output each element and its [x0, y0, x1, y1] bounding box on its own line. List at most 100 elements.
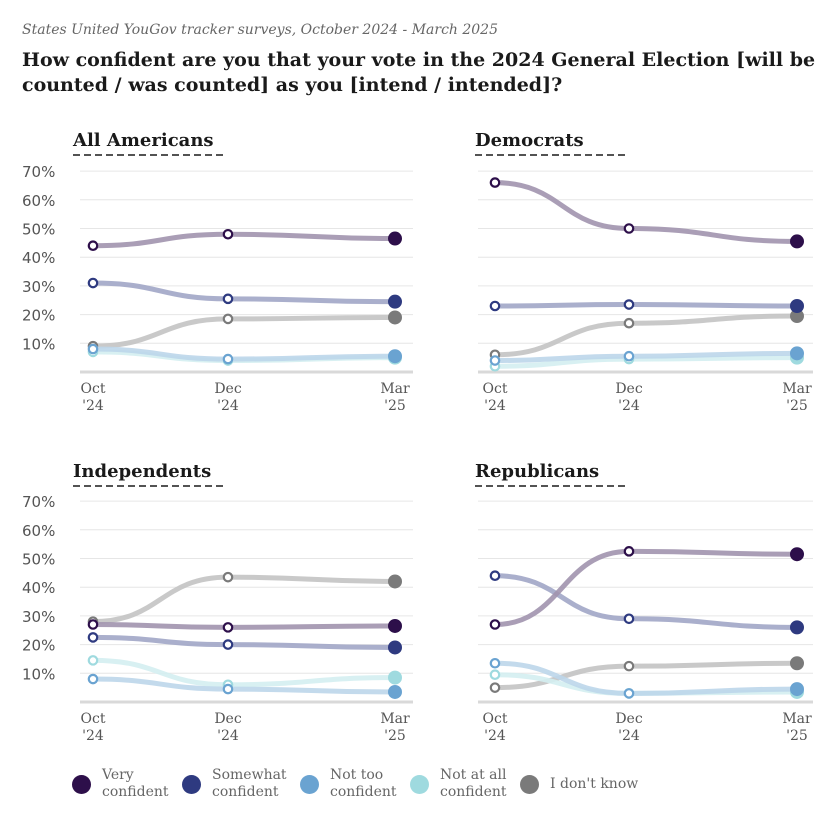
data-point-not-too-confident: [623, 688, 635, 699]
series-line-somewhat-confident: [492, 302, 800, 309]
x-tick-label-year: '24: [484, 728, 506, 744]
x-tick-label: Oct: [483, 381, 508, 397]
data-point-not-at-all-confident: [87, 655, 99, 666]
data-point-dont-know: [623, 660, 635, 672]
y-tick-label: 10%: [22, 335, 55, 353]
data-point-not-too-confident: [388, 684, 402, 699]
legend-swatch: [520, 775, 539, 794]
legend-label: Not at all confident: [440, 767, 507, 800]
y-tick-label: 50%: [22, 551, 55, 569]
panel-independents: Independents10%20%30%40%50%60%70%Oct'24D…: [22, 461, 413, 744]
panel-title: Republicans: [475, 461, 599, 482]
series-line-very-confident: [90, 622, 398, 630]
data-point-not-at-all-confident: [388, 670, 402, 685]
data-point-very-confident: [790, 547, 804, 562]
data-point-somewhat-confident: [87, 632, 99, 643]
y-tick-label: 40%: [22, 579, 55, 597]
series-line-dont-know: [492, 313, 800, 358]
data-point-not-too-confident: [388, 349, 402, 364]
x-tick-label: Mar: [380, 711, 410, 727]
y-tick-label: 40%: [22, 249, 55, 267]
series-line-dont-know: [90, 574, 398, 625]
legend-swatch: [182, 775, 201, 794]
y-tick-label: 30%: [22, 278, 55, 296]
legend-label: I don't know: [550, 776, 639, 792]
data-point-very-confident: [388, 231, 402, 246]
data-point-very-confident: [87, 619, 99, 630]
data-point-not-too-confident: [790, 346, 804, 361]
x-tick-label: Mar: [782, 711, 812, 727]
y-tick-label: 30%: [22, 608, 55, 626]
x-tick-label-year: '24: [618, 398, 640, 414]
data-point-very-confident: [388, 618, 402, 633]
y-tick-label: 60%: [22, 192, 55, 210]
x-tick-label-year: '25: [786, 728, 808, 744]
series-line-very-confident: [492, 180, 800, 244]
x-tick-label-year: '25: [786, 398, 808, 414]
data-point-somewhat-confident: [222, 293, 234, 305]
data-point-not-too-confident: [790, 682, 804, 697]
data-point-very-confident: [623, 223, 635, 234]
data-point-somewhat-confident: [790, 298, 804, 313]
legend-label: Very confident: [102, 767, 169, 800]
x-tick-label-year: '24: [217, 398, 239, 414]
data-point-somewhat-confident: [489, 300, 501, 312]
legend-label: Not too confident: [330, 767, 397, 800]
x-tick-label-year: '24: [484, 398, 506, 414]
data-point-somewhat-confident: [388, 294, 402, 309]
series-line-dont-know: [90, 314, 398, 349]
legend-swatch: [300, 775, 319, 794]
data-point-dont-know: [388, 574, 402, 589]
data-point-very-confident: [489, 619, 501, 630]
y-tick-label: 70%: [22, 163, 55, 181]
y-tick-label: 20%: [22, 637, 55, 655]
data-point-dont-know: [388, 310, 402, 325]
x-tick-label: Mar: [782, 381, 812, 397]
data-point-very-confident: [222, 622, 234, 633]
x-tick-label-year: '24: [82, 728, 104, 744]
data-point-very-confident: [222, 228, 234, 240]
data-point-not-too-confident: [623, 350, 635, 362]
series-line-somewhat-confident: [90, 634, 398, 650]
data-point-dont-know: [489, 682, 501, 693]
data-point-dont-know: [222, 313, 234, 325]
data-point-not-too-confident: [87, 673, 99, 685]
legend-swatch: [72, 775, 91, 794]
series-line-dont-know: [492, 660, 800, 691]
chart-subtitle: States United YouGov tracker surveys, Oc…: [22, 22, 498, 38]
data-point-not-at-all-confident: [489, 669, 501, 681]
y-tick-label: 10%: [22, 665, 55, 683]
data-point-not-too-confident: [489, 657, 501, 669]
data-point-very-confident: [790, 234, 804, 249]
legend-label: Somewhat confident: [212, 767, 287, 800]
y-tick-label: 60%: [22, 522, 55, 540]
x-tick-label-year: '24: [82, 398, 104, 414]
x-tick-label: Oct: [483, 711, 508, 727]
x-tick-label: Dec: [214, 381, 242, 397]
data-point-not-too-confident: [222, 353, 234, 365]
data-point-dont-know: [790, 656, 804, 671]
x-tick-label: Dec: [214, 711, 242, 727]
data-point-somewhat-confident: [790, 620, 804, 635]
y-tick-label: 70%: [22, 493, 55, 511]
y-tick-label: 50%: [22, 221, 55, 239]
series-line-somewhat-confident: [492, 573, 800, 630]
data-point-very-confident: [489, 177, 501, 188]
series-line-very-confident: [90, 231, 398, 249]
y-tick-label: 20%: [22, 307, 55, 325]
data-point-not-too-confident: [222, 683, 234, 695]
data-point-dont-know: [222, 571, 234, 583]
data-point-somewhat-confident: [222, 639, 234, 650]
panel-all-americans: All Americans10%20%30%40%50%60%70%Oct'24…: [22, 130, 413, 414]
data-point-not-too-confident: [87, 343, 99, 355]
data-point-somewhat-confident: [623, 613, 635, 625]
data-point-somewhat-confident: [623, 299, 635, 310]
x-tick-label-year: '24: [217, 728, 239, 744]
panel-title: Democrats: [475, 130, 584, 151]
x-tick-label: Oct: [81, 711, 106, 727]
x-tick-label-year: '25: [384, 398, 406, 414]
panel-title: Independents: [73, 461, 211, 482]
